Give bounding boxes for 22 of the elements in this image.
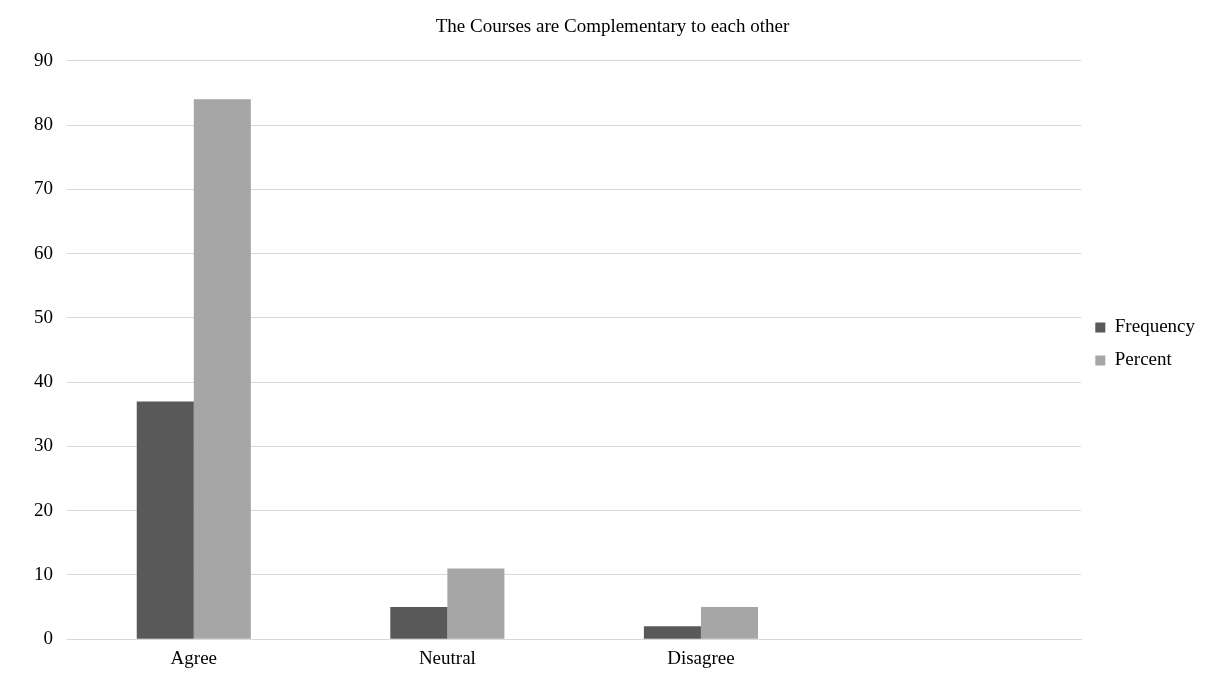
y-tick-label: 20: [34, 498, 53, 520]
y-tick-label: 90: [34, 48, 53, 70]
x-tick-label: Agree: [170, 646, 217, 668]
y-tick-label: 50: [34, 305, 53, 327]
x-tick-label: Disagree: [667, 646, 735, 668]
legend-label: Percent: [1114, 348, 1173, 370]
y-tick-label: 0: [43, 627, 53, 649]
bar: [643, 626, 701, 639]
bar: [390, 607, 448, 639]
bar: [193, 99, 251, 639]
y-tick-label: 80: [34, 113, 53, 135]
y-tick-label: 70: [34, 177, 53, 199]
y-tick-label: 40: [34, 370, 53, 392]
chart-title: The Courses are Complementary to each other: [435, 15, 790, 37]
bar: [700, 607, 758, 639]
y-tick-label: 30: [34, 434, 53, 456]
legend-label: Frequency: [1114, 315, 1196, 337]
bar: [136, 401, 194, 639]
bar: [447, 568, 505, 639]
x-tick-label: Neutral: [418, 646, 476, 668]
y-tick-label: 60: [34, 241, 53, 263]
y-tick-label: 10: [34, 562, 53, 584]
